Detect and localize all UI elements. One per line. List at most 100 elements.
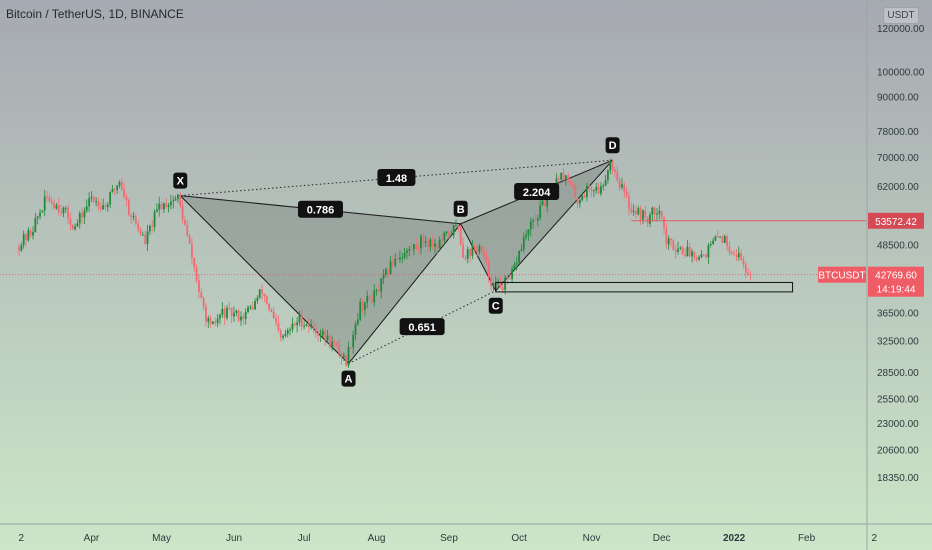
candle-body[interactable] bbox=[125, 197, 128, 201]
candle-body[interactable] bbox=[312, 324, 315, 329]
candle-body[interactable] bbox=[539, 205, 542, 219]
candle-body[interactable] bbox=[452, 225, 455, 236]
candle-body[interactable] bbox=[380, 278, 383, 292]
candle-body[interactable] bbox=[611, 160, 614, 170]
candle-body[interactable] bbox=[658, 210, 661, 214]
candle-body[interactable] bbox=[141, 234, 144, 236]
candle-body[interactable] bbox=[667, 238, 670, 245]
candle-body[interactable] bbox=[366, 295, 369, 303]
candle-body[interactable] bbox=[455, 225, 457, 227]
candle-body[interactable] bbox=[651, 207, 654, 215]
candle-body[interactable] bbox=[621, 184, 623, 188]
candle-body[interactable] bbox=[78, 213, 81, 224]
candle-body[interactable] bbox=[209, 318, 212, 325]
candle-body[interactable] bbox=[459, 226, 462, 244]
candle-body[interactable] bbox=[223, 308, 226, 318]
candle-body[interactable] bbox=[123, 189, 126, 198]
candle-body[interactable] bbox=[632, 210, 635, 213]
candle-body[interactable] bbox=[240, 316, 242, 321]
candle-body[interactable] bbox=[319, 335, 322, 337]
candle-body[interactable] bbox=[205, 306, 207, 322]
candle-body[interactable] bbox=[69, 218, 72, 225]
candle-body[interactable] bbox=[85, 206, 88, 211]
candle-body[interactable] bbox=[321, 330, 324, 336]
candle-body[interactable] bbox=[195, 267, 198, 281]
candle-body[interactable] bbox=[106, 204, 109, 207]
symbol-title[interactable]: Bitcoin / TetherUS, 1D, BINANCE bbox=[6, 7, 184, 21]
candle-body[interactable] bbox=[677, 248, 679, 252]
candle-body[interactable] bbox=[219, 314, 221, 319]
candle-body[interactable] bbox=[663, 217, 665, 228]
candle-body[interactable] bbox=[27, 230, 30, 241]
candle-body[interactable] bbox=[403, 252, 406, 258]
candle-body[interactable] bbox=[356, 319, 359, 325]
candle-body[interactable] bbox=[679, 247, 682, 249]
candle-body[interactable] bbox=[244, 311, 247, 320]
candle-body[interactable] bbox=[279, 330, 282, 338]
point-label-box[interactable] bbox=[453, 200, 468, 217]
candle-body[interactable] bbox=[639, 208, 642, 220]
candle-body[interactable] bbox=[153, 211, 156, 228]
candle-body[interactable] bbox=[193, 257, 196, 268]
candle-body[interactable] bbox=[158, 203, 161, 210]
candle-body[interactable] bbox=[728, 246, 731, 253]
candle-body[interactable] bbox=[39, 212, 41, 217]
candle-body[interactable] bbox=[387, 269, 390, 275]
candle-body[interactable] bbox=[207, 318, 210, 322]
candle-body[interactable] bbox=[578, 199, 581, 204]
candle-body[interactable] bbox=[450, 235, 453, 237]
candle-body[interactable] bbox=[665, 227, 668, 245]
candle-body[interactable] bbox=[97, 201, 100, 208]
candle-body[interactable] bbox=[326, 335, 329, 341]
candle-body[interactable] bbox=[492, 284, 495, 287]
candle-body[interactable] bbox=[146, 231, 149, 244]
candle-body[interactable] bbox=[298, 315, 301, 323]
candle-body[interactable] bbox=[557, 178, 560, 180]
candle-body[interactable] bbox=[230, 307, 233, 317]
candle-body[interactable] bbox=[723, 236, 726, 243]
candle-body[interactable] bbox=[303, 325, 306, 327]
candle-body[interactable] bbox=[726, 236, 729, 247]
candle-body[interactable] bbox=[478, 245, 481, 252]
candle-body[interactable] bbox=[83, 210, 86, 218]
candle-body[interactable] bbox=[541, 200, 544, 206]
candle-body[interactable] bbox=[705, 255, 707, 258]
candle-body[interactable] bbox=[744, 264, 747, 273]
candle-body[interactable] bbox=[527, 229, 530, 235]
candle-body[interactable] bbox=[55, 205, 58, 209]
candle-body[interactable] bbox=[50, 201, 53, 203]
candle-body[interactable] bbox=[359, 301, 362, 320]
candle-body[interactable] bbox=[200, 292, 203, 299]
candle-body[interactable] bbox=[347, 347, 350, 366]
candle-body[interactable] bbox=[293, 323, 296, 326]
ratio-label-box[interactable] bbox=[514, 183, 560, 201]
candle-body[interactable] bbox=[485, 255, 488, 262]
candle-body[interactable] bbox=[382, 274, 385, 279]
candle-body[interactable] bbox=[92, 196, 95, 202]
support-zone-box[interactable] bbox=[495, 281, 794, 293]
candle-body[interactable] bbox=[515, 263, 518, 265]
candle-body[interactable] bbox=[635, 210, 637, 215]
candle-body[interactable] bbox=[254, 300, 256, 310]
candle-body[interactable] bbox=[571, 184, 574, 187]
candle-body[interactable] bbox=[335, 342, 338, 345]
candle-body[interactable] bbox=[67, 207, 69, 219]
candle-body[interactable] bbox=[709, 243, 712, 246]
candle-body[interactable] bbox=[424, 241, 427, 243]
candle-body[interactable] bbox=[235, 310, 238, 313]
candle-body[interactable] bbox=[511, 268, 514, 279]
candle-body[interactable] bbox=[34, 217, 37, 233]
candle-body[interactable] bbox=[427, 241, 429, 247]
candle-body[interactable] bbox=[520, 249, 523, 252]
candle-body[interactable] bbox=[340, 353, 343, 358]
candle-body[interactable] bbox=[441, 239, 443, 241]
candle-body[interactable] bbox=[174, 198, 177, 201]
candle-body[interactable] bbox=[576, 197, 579, 204]
candle-body[interactable] bbox=[389, 261, 392, 275]
candle-body[interactable] bbox=[487, 261, 490, 277]
candle-body[interactable] bbox=[480, 245, 483, 252]
candle-body[interactable] bbox=[637, 208, 640, 215]
candle-body[interactable] bbox=[275, 318, 277, 323]
candle-body[interactable] bbox=[716, 236, 719, 238]
candle-body[interactable] bbox=[18, 247, 20, 251]
